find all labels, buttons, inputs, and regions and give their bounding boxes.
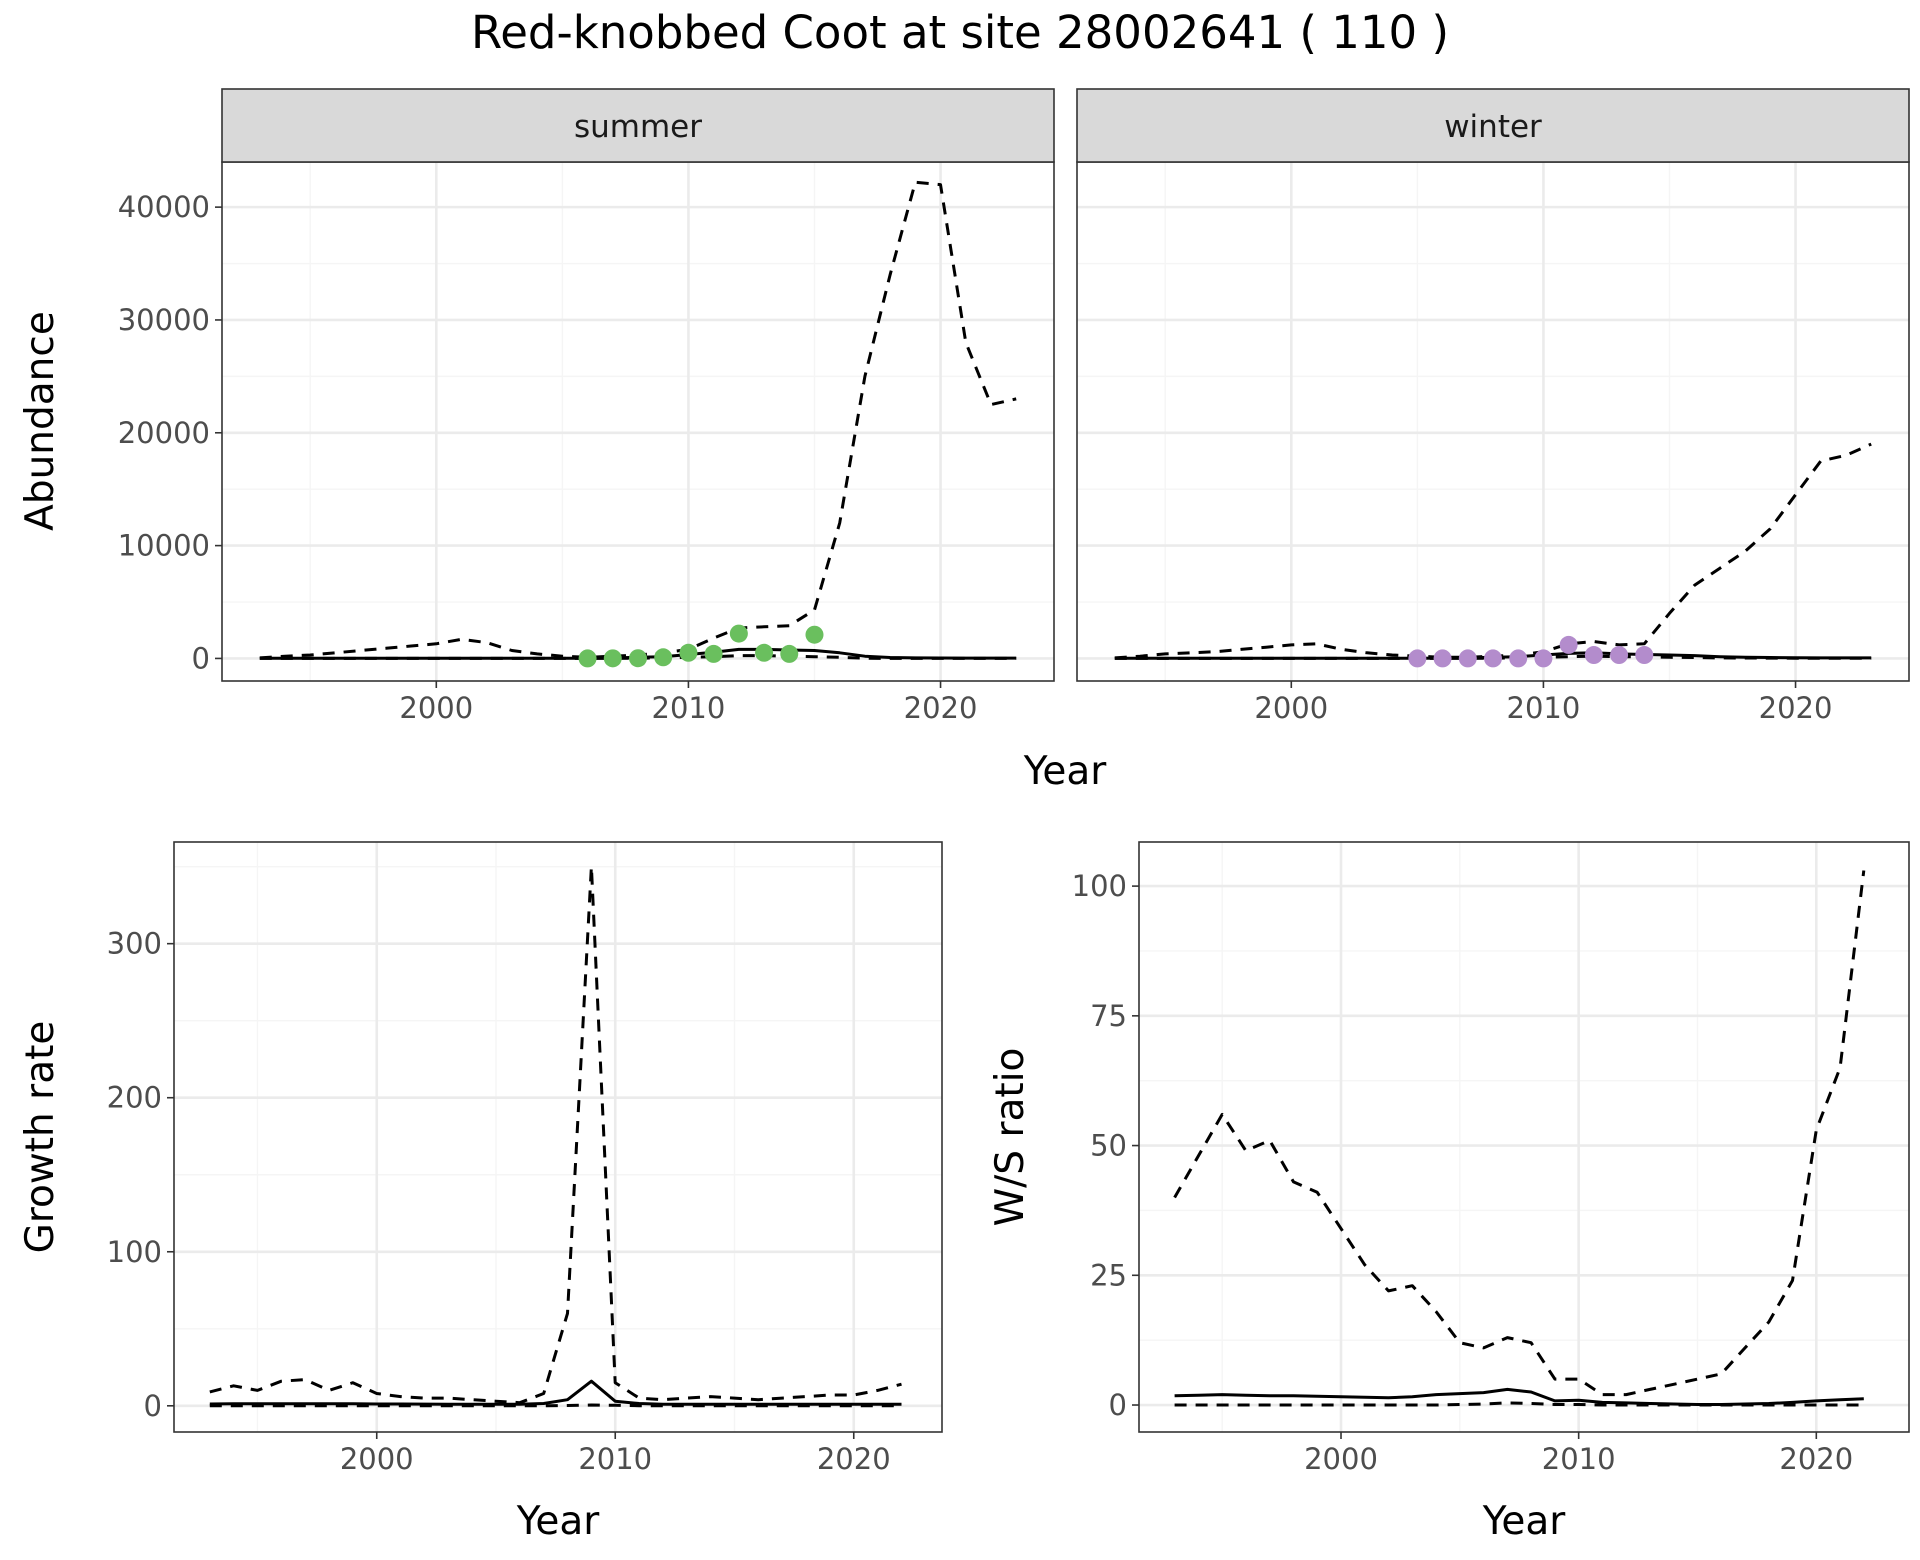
observed-point [1559,635,1578,654]
y-tick-label: 200 [107,1081,162,1115]
chart-title: Red-knobbed Coot at site 28002641 ( 110 … [471,6,1449,59]
observed-point [729,624,748,643]
observed-point [755,643,774,662]
observed-point [1584,646,1603,665]
x-tick-label: 2020 [1759,691,1833,725]
x-ticks: 2000 2010 2020 [399,681,977,725]
x-tick-label: 2000 [1254,691,1328,725]
x-ticks: 2000 2010 2020 [340,1432,891,1476]
panel-border [173,841,943,1433]
y-tick-label: 40000 [118,190,210,224]
y-tick-label: 100 [107,1235,162,1269]
x-axis-label: Year [516,1499,601,1544]
observed-point [1610,646,1629,665]
plot-area [259,180,1017,668]
x-axis-label: Year [1482,1499,1567,1544]
y-ticks: 0 10000 20000 30000 40000 [118,190,222,675]
facet-strip-label: summer [574,109,702,145]
observed-point [1408,649,1427,668]
plot-area [209,865,902,1408]
y-tick-label: 300 [107,927,162,961]
series-upper-line [209,865,902,1405]
observed-point [1509,649,1528,668]
y-tick-label: 0 [144,1389,162,1423]
observed-point [629,649,647,668]
facet-strip-label: winter [1444,109,1542,145]
series-lower-line [209,1403,902,1408]
x-tick-label: 2020 [904,691,978,725]
y-ticks: 0 25 50 75 100 [1072,869,1139,1422]
plot-area [1114,442,1872,668]
y-tick-label: 100 [1072,869,1127,903]
x-tick-label: 2000 [1304,1442,1378,1476]
observed-point [704,644,723,663]
observed-point [1458,649,1477,668]
y-tick-label: 75 [1090,999,1127,1033]
panel-background [222,162,1054,681]
x-tick-label: 2010 [1542,1442,1616,1476]
panel-border [1138,841,1910,1433]
y-tick-label: 0 [1109,1388,1127,1422]
gridlines [174,842,942,1432]
y-tick-label: 10000 [118,529,210,563]
observed-point [1433,649,1452,668]
y-axis-label: W/S ratio [988,1048,1033,1227]
x-tick-label: 2010 [1507,691,1581,725]
y-tick-label: 50 [1090,1129,1127,1163]
panel-background [174,842,942,1432]
facet-strip [221,88,1055,163]
observed-point [679,643,698,662]
x-tick-label: 2020 [817,1442,891,1476]
observed-point [780,644,799,663]
panel-ws-ratio: 0 25 50 75 100 2000 2010 2020 Year W/S ratio [988,841,1910,1544]
x-tick-label: 2000 [399,691,473,725]
y-tick-label: 0 [192,641,210,675]
x-tick-label: 2010 [578,1442,652,1476]
plot-area [1173,870,1866,1407]
y-axis-label: Abundance [18,311,63,531]
panel-background [1077,162,1909,681]
x-tick-label: 2000 [340,1442,414,1476]
x-tick-label: 2010 [652,691,726,725]
panel-background [1139,842,1909,1432]
observed-point [1484,649,1502,668]
observed-point [603,649,622,668]
y-tick-label: 30000 [118,303,210,337]
x-tick-label: 2020 [1779,1442,1853,1476]
x-axis-label-top: Year [1023,749,1108,794]
gridlines [1077,162,1909,681]
y-tick-label: 25 [1090,1258,1127,1292]
y-axis-label: Growth rate [18,1021,63,1254]
observed-point [1534,649,1553,668]
observed-point [654,648,673,667]
y-tick-label: 20000 [118,416,210,450]
x-ticks: 2000 2010 2020 [1254,681,1832,725]
panel-summer: summer 0 10000 20000 30000 40000 2000 2010 202… [18,88,1055,725]
x-ticks: 2000 2010 2020 [1304,1432,1853,1476]
y-ticks: 0 100 200 300 [107,927,174,1423]
panel-winter: winter 2000 2010 2020 [1076,88,1910,725]
facet-strip [1076,88,1910,163]
panel-growth-rate: 0 100 200 300 2000 2010 2020 Year Growth rate [18,841,943,1544]
observed-point [1635,646,1654,665]
observed-point [805,625,824,644]
series-lower-line [1174,1401,1864,1407]
observed-point [578,649,597,668]
